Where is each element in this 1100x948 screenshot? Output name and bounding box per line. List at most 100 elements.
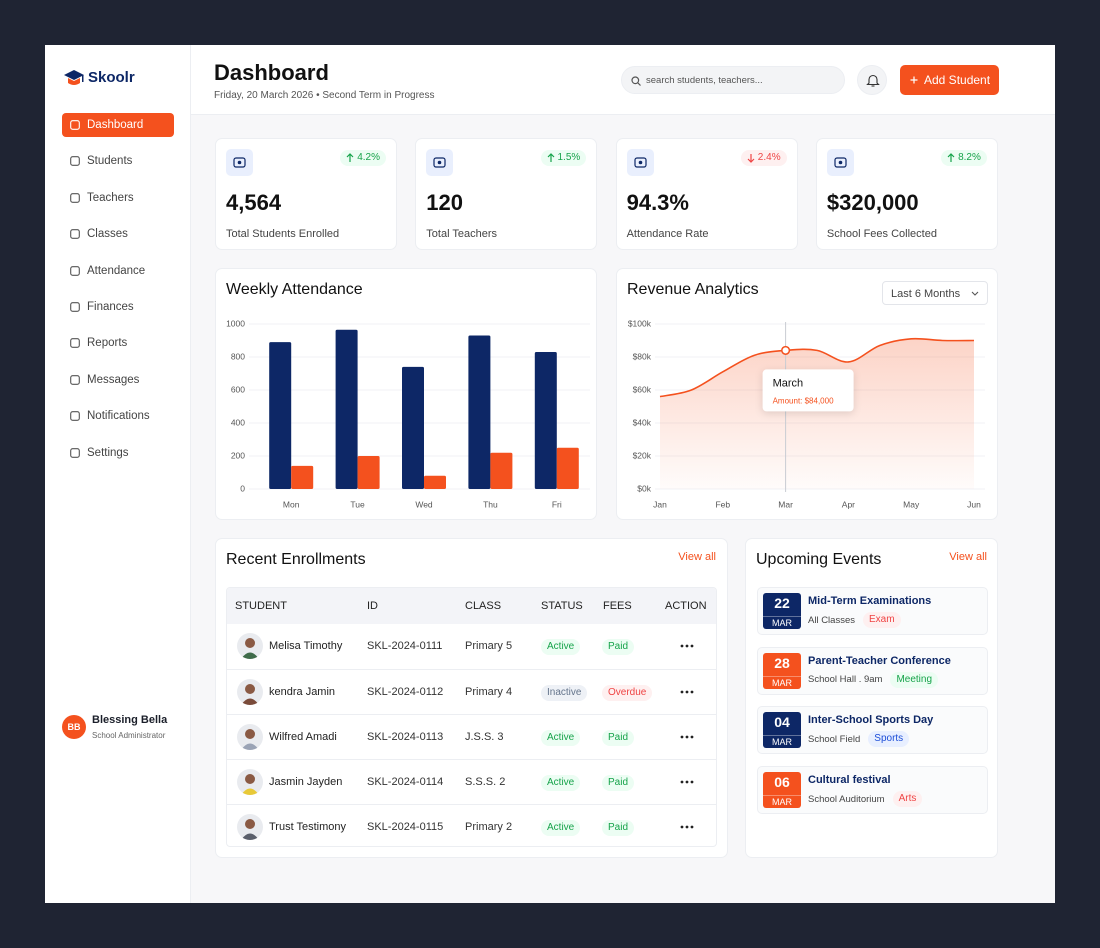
event-tag: Arts [892, 791, 923, 808]
event-tag: Meeting [890, 671, 939, 688]
notification-button[interactable] [857, 65, 887, 95]
user-avatar: BB [62, 715, 86, 739]
student-class: Primary 5 [465, 640, 513, 652]
nav-item[interactable]: Messages [62, 368, 174, 392]
nav-icon [70, 338, 80, 349]
stat-change-value: 4.2% [357, 152, 380, 163]
add-student-button[interactable]: Add Student [900, 65, 999, 95]
stat-icon [626, 149, 654, 176]
nav-label: Teachers [87, 191, 134, 204]
event-day: 06 [774, 774, 790, 791]
event-location: School Hall . 9am [808, 674, 883, 686]
revenue-card: Revenue Analytics Last 6 Months [616, 268, 998, 520]
event-month: MAR [763, 675, 801, 688]
nav-label: Messages [87, 373, 140, 386]
event-location: All Classes [808, 614, 855, 626]
status-badge: Active [541, 775, 581, 791]
search-box[interactable]: search students, teachers... [621, 66, 845, 94]
student-name: Melisa Timothy [269, 640, 343, 652]
event-title: Cultural festival [808, 774, 891, 787]
nav-label: Reports [87, 337, 128, 350]
stat-change: 8.2% [941, 150, 987, 166]
column-header: STUDENT [235, 600, 287, 612]
stat-card: 4.2% 4,564 Total Students Enrolled [215, 138, 397, 250]
student-avatar [237, 679, 263, 705]
student-avatar [237, 769, 263, 795]
avatar-figure [241, 638, 259, 659]
nav-icon [70, 120, 80, 130]
event-date: 28 MAR [763, 652, 801, 689]
nav-item[interactable]: Dashboard [62, 113, 174, 137]
nav-label: Notifications [87, 410, 150, 423]
fees-badge: Paid [602, 820, 635, 836]
event-item[interactable]: 04 MAR Inter-School Sports Day School Field… [757, 706, 988, 755]
dots-icon [680, 690, 694, 694]
stat-label: Attendance Rate [626, 228, 709, 240]
event-meta: School Hall . 9am Meeting [808, 671, 939, 688]
view-all-link[interactable]: View all [678, 551, 716, 563]
nav-item[interactable]: Reports [62, 331, 174, 355]
event-month: MAR [763, 735, 801, 747]
stat-change: 1.5% [540, 150, 587, 166]
stat-value: 120 [426, 190, 464, 215]
stat-card: 8.2% $320,000 School Fees Collected [815, 138, 998, 250]
event-month: MAR [763, 795, 801, 807]
view-all-link[interactable]: View all [949, 551, 987, 563]
student-class: Primary 4 [465, 686, 513, 698]
student-avatar [237, 814, 263, 840]
table-row: Jasmin Jayden SKL-2024-0114 S.S.S. 2 Active… [227, 759, 716, 804]
period-dropdown[interactable]: Last 6 Months [882, 281, 988, 305]
nav-item[interactable]: Notifications [62, 404, 174, 428]
nav-icon [70, 447, 80, 458]
events-card: Upcoming Events View all 22 MAR Mid-Term Exa… [745, 538, 998, 858]
nav-item[interactable]: Students [62, 149, 174, 173]
nav-icon [70, 302, 80, 312]
bell-icon [866, 74, 880, 87]
row-action[interactable] [677, 819, 697, 835]
event-day: 04 [774, 714, 790, 731]
search-icon [631, 76, 641, 86]
student-class: S.S.S. 2 [465, 776, 506, 788]
event-month: MAR [763, 616, 801, 628]
search-placeholder: search students, teachers... [646, 75, 763, 86]
column-header: ACTION [665, 600, 707, 612]
student-name: kendra Jamin [269, 686, 336, 698]
nav-item[interactable]: Attendance [62, 259, 174, 283]
stat-glyph [233, 157, 246, 168]
enrollments-card: Recent Enrollments View all STUDENT ID CLASS… [215, 538, 728, 858]
student-class: Primary 2 [465, 821, 513, 833]
nav-item[interactable]: Teachers [62, 186, 174, 210]
event-item[interactable]: 06 MAR Cultural festival School Auditorium A… [757, 766, 988, 815]
student-id: SKL-2024-0114 [367, 776, 444, 788]
column-header: STATUS [541, 600, 583, 612]
table-row: kendra Jamin SKL-2024-0112 Primary 4 Inacti… [227, 669, 716, 714]
attendance-card: Weekly Attendance [215, 268, 597, 520]
event-day: 28 [774, 654, 790, 671]
event-item[interactable]: 22 MAR Mid-Term Examinations All Classes Exa… [757, 587, 988, 635]
event-location: School Auditorium [808, 793, 885, 805]
dots-icon [680, 825, 694, 829]
stat-change: 4.2% [340, 150, 386, 166]
avatar-figure [241, 729, 259, 750]
column-header: ID [367, 600, 378, 612]
trend-arrow [346, 153, 354, 162]
nav-item[interactable]: Classes [62, 222, 174, 246]
nav-label: Attendance [87, 264, 146, 277]
avatar-figure [241, 684, 259, 705]
nav-item[interactable]: Settings [62, 441, 174, 465]
student-id: SKL-2024-0113 [367, 731, 444, 743]
row-action[interactable] [677, 774, 697, 790]
plus-icon [910, 76, 918, 84]
row-action[interactable] [677, 729, 697, 745]
nav-item[interactable]: Finances [62, 295, 174, 319]
page-title: Dashboard [214, 60, 329, 85]
fees-badge: Paid [602, 730, 635, 746]
row-action[interactable] [677, 638, 697, 654]
student-id: SKL-2024-0111 [367, 640, 443, 652]
stat-change-value: 8.2% [958, 152, 981, 163]
row-action[interactable] [677, 684, 697, 700]
stat-card: 1.5% 120 Total Teachers [415, 138, 598, 250]
event-item[interactable]: 28 MAR Parent-Teacher Conference School Hal… [757, 646, 988, 695]
event-title: Parent-Teacher Conference [808, 654, 951, 667]
